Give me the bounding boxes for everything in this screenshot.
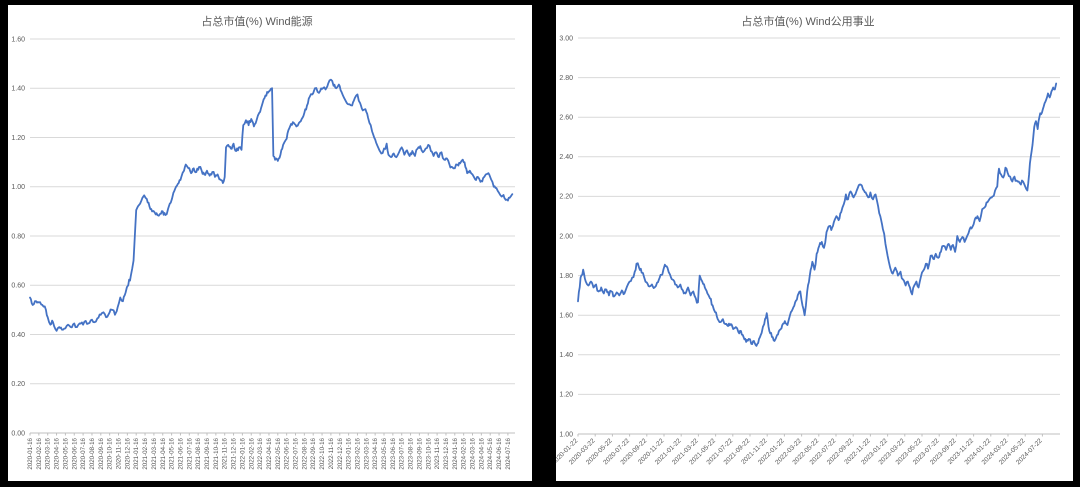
utilities-chart-title: 占总市值(%) Wind公用事业 (741, 14, 874, 28)
x-tick-label: 2023-04-16 (372, 437, 379, 469)
x-tick-label: 2020-06-16 (71, 437, 78, 469)
x-tick-label: 2022-11-16 (328, 437, 335, 469)
x-tick-label: 2020-03-16 (45, 437, 52, 469)
y-tick-label: 3.00 (559, 35, 573, 42)
x-tick-label: 2020-07-16 (80, 437, 87, 469)
x-tick-label: 2022-01-16 (239, 437, 246, 469)
x-tick-label: 2023-07-16 (399, 437, 406, 469)
y-tick-label: 0.40 (11, 332, 25, 339)
y-tick-label: 0.60 (11, 283, 25, 290)
x-tick-label: 2023-02-16 (354, 437, 361, 469)
y-tick-label: 2.40 (559, 154, 573, 161)
x-tick-label: 2024-02-16 (461, 437, 468, 469)
x-tick-label: 2020-11-16 (116, 437, 123, 469)
x-tick-label: 2024-03-16 (470, 437, 477, 469)
y-tick-label: 1.60 (559, 313, 573, 320)
x-tick-label: 2021-08-16 (195, 437, 202, 469)
x-tick-label: 2020-12-16 (124, 437, 131, 469)
x-tick-label: 2020-09-16 (98, 437, 105, 469)
x-tick-label: 2022-12-16 (337, 437, 344, 469)
y-tick-label: 1.60 (11, 36, 25, 43)
x-tick-label: 2020-01-16 (27, 437, 34, 469)
x-tick-label: 2021-03-16 (151, 437, 158, 469)
x-tick-label: 2022-07-16 (293, 437, 300, 469)
x-tick-label: 2020-05-16 (62, 437, 69, 469)
x-tick-label: 2021-10-16 (213, 437, 220, 469)
utilities-chart: 占总市值(%) Wind公用事业 3.00 2.80 2.60 2.40 2.20 2.0… (556, 14, 1060, 466)
x-tick-label: 2023-11-16 (434, 437, 441, 469)
y-tick-label: 1.00 (11, 184, 25, 191)
x-tick-label: 2023-05-16 (381, 437, 388, 469)
x-tick-label: 2024-04-16 (478, 437, 485, 469)
x-tick-label: 2024-07-16 (505, 437, 512, 469)
x-tick-label: 2022-08-16 (301, 437, 308, 469)
y-tick-label: 1.00 (559, 431, 573, 438)
y-tick-label: 1.40 (11, 86, 25, 93)
energy-chart-panel: 占总市值(%) Wind能源 1.60 1.40 1.20 1.00 0.80 0.60 0… (8, 5, 532, 481)
x-tick-label: 2022-02-16 (248, 437, 255, 469)
x-tick-label: 2023-01-16 (346, 437, 353, 469)
utilities-chart-panel: 占总市值(%) Wind公用事业 3.00 2.80 2.60 2.40 2.20 2.0… (556, 5, 1073, 481)
x-tick-label: 2020-04-16 (54, 437, 61, 469)
y-tick-label: 2.80 (559, 75, 573, 82)
x-tick-label: 2021-04-16 (160, 437, 167, 469)
x-tick-label: 2020-02-16 (36, 437, 43, 469)
x-tick-label: 2023-08-16 (408, 437, 415, 469)
y-tick-label: 0.80 (11, 233, 25, 240)
x-tick-label: 2021-07-16 (186, 437, 193, 469)
series-line (577, 82, 1058, 347)
x-tick-label: 2023-09-16 (416, 437, 423, 469)
x-tick-label: 2021-05-16 (169, 437, 176, 469)
x-tick-label: 2024-01-16 (452, 437, 459, 469)
x-tick-label: 2022-06-16 (284, 437, 291, 469)
x-tick-label: 2023-12-16 (443, 437, 450, 469)
energy-chart: 占总市值(%) Wind能源 1.60 1.40 1.20 1.00 0.80 0.60 0… (11, 14, 515, 470)
x-tick-label: 2023-06-16 (390, 437, 397, 469)
x-tick-label: 2023-10-16 (425, 437, 432, 469)
energy-chart-title: 占总市值(%) Wind能源 (201, 14, 312, 28)
x-tick-label: 2022-09-16 (310, 437, 317, 469)
y-tick-label: 2.00 (559, 233, 573, 240)
y-tick-label: 0.20 (11, 381, 25, 388)
x-tick-label: 2023-03-16 (363, 437, 370, 469)
y-tick-label: 2.60 (559, 115, 573, 122)
x-tick-label: 2021-11-16 (222, 437, 229, 469)
x-tick-label: 2021-06-16 (177, 437, 184, 469)
x-tick-label: 2021-09-16 (204, 437, 211, 469)
x-tick-label: 2021-01-16 (133, 437, 140, 469)
y-tick-label: 1.80 (559, 273, 573, 280)
x-tick-label: 2022-04-16 (266, 437, 273, 469)
x-tick-label: 2022-03-16 (257, 437, 264, 469)
x-tick-label: 2024-05-16 (487, 437, 494, 469)
y-tick-label: 1.20 (11, 135, 25, 142)
x-tick-label: 2022-05-16 (275, 437, 282, 469)
y-tick-label: 2.20 (559, 194, 573, 201)
y-tick-label: 1.40 (559, 352, 573, 359)
x-tick-label: 2021-12-16 (231, 437, 238, 469)
x-tick-label: 2024-06-16 (496, 437, 503, 469)
y-tick-label: 0.00 (11, 430, 25, 437)
x-tick-label: 2022-10-16 (319, 437, 326, 469)
x-tick-label: 2020-08-16 (89, 437, 96, 469)
x-tick-label: 2020-10-16 (107, 437, 114, 469)
x-tick-label: 2021-02-16 (142, 437, 149, 469)
y-tick-label: 1.20 (559, 392, 573, 399)
series-line (29, 78, 514, 332)
